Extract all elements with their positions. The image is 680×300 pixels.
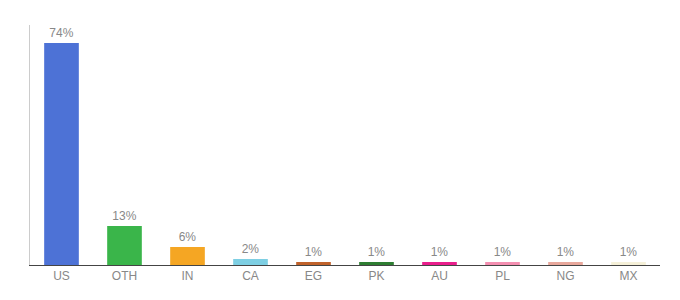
svg-text:1%: 1% <box>305 245 323 259</box>
svg-text:MX: MX <box>620 269 638 283</box>
svg-text:1%: 1% <box>557 245 575 259</box>
svg-text:1%: 1% <box>494 245 512 259</box>
svg-text:13%: 13% <box>112 209 136 223</box>
svg-text:6%: 6% <box>179 230 197 244</box>
svg-text:1%: 1% <box>620 245 638 259</box>
svg-text:2%: 2% <box>242 242 260 256</box>
svg-text:1%: 1% <box>431 245 449 259</box>
svg-text:IN: IN <box>182 269 194 283</box>
svg-text:OTH: OTH <box>112 269 137 283</box>
svg-text:AU: AU <box>431 269 448 283</box>
svg-text:PL: PL <box>495 269 510 283</box>
svg-text:US: US <box>53 269 70 283</box>
svg-text:CA: CA <box>242 269 259 283</box>
svg-text:PK: PK <box>368 269 384 283</box>
svg-text:74%: 74% <box>49 26 73 40</box>
svg-text:1%: 1% <box>368 245 386 259</box>
svg-text:EG: EG <box>305 269 322 283</box>
svg-text:NG: NG <box>557 269 575 283</box>
